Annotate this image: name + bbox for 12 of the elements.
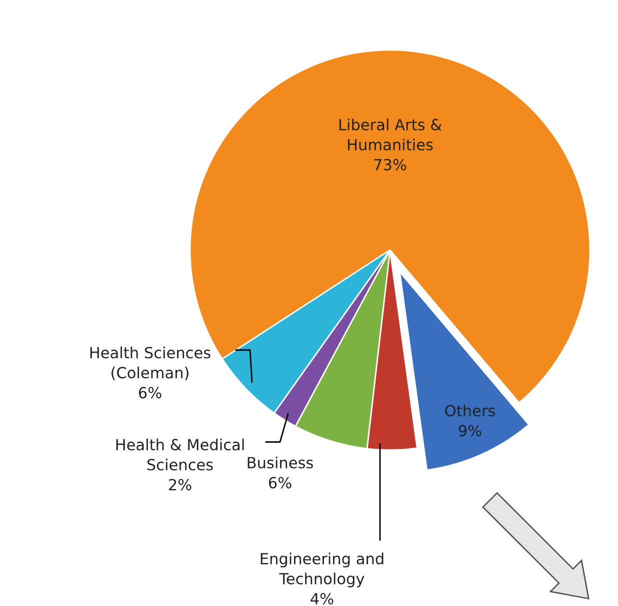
slice-label: Others — [445, 404, 495, 416]
data-label: 4% — [310, 592, 334, 604]
data-label: 73% — [374, 158, 406, 170]
slice-label: Health Sciences (Coleman) — [90, 346, 210, 380]
data-label: 2% — [169, 478, 192, 490]
slice-label: Business — [248, 456, 313, 468]
slice-label: Health & Medical Sciences — [116, 438, 244, 470]
data-label: 6% — [138, 386, 162, 398]
slice-label: Engineering and Technology — [260, 552, 384, 588]
data-label: 6% — [268, 476, 292, 488]
slice-label: Liberal Arts & Humanities — [339, 118, 442, 150]
data-label: 9% — [458, 424, 482, 436]
